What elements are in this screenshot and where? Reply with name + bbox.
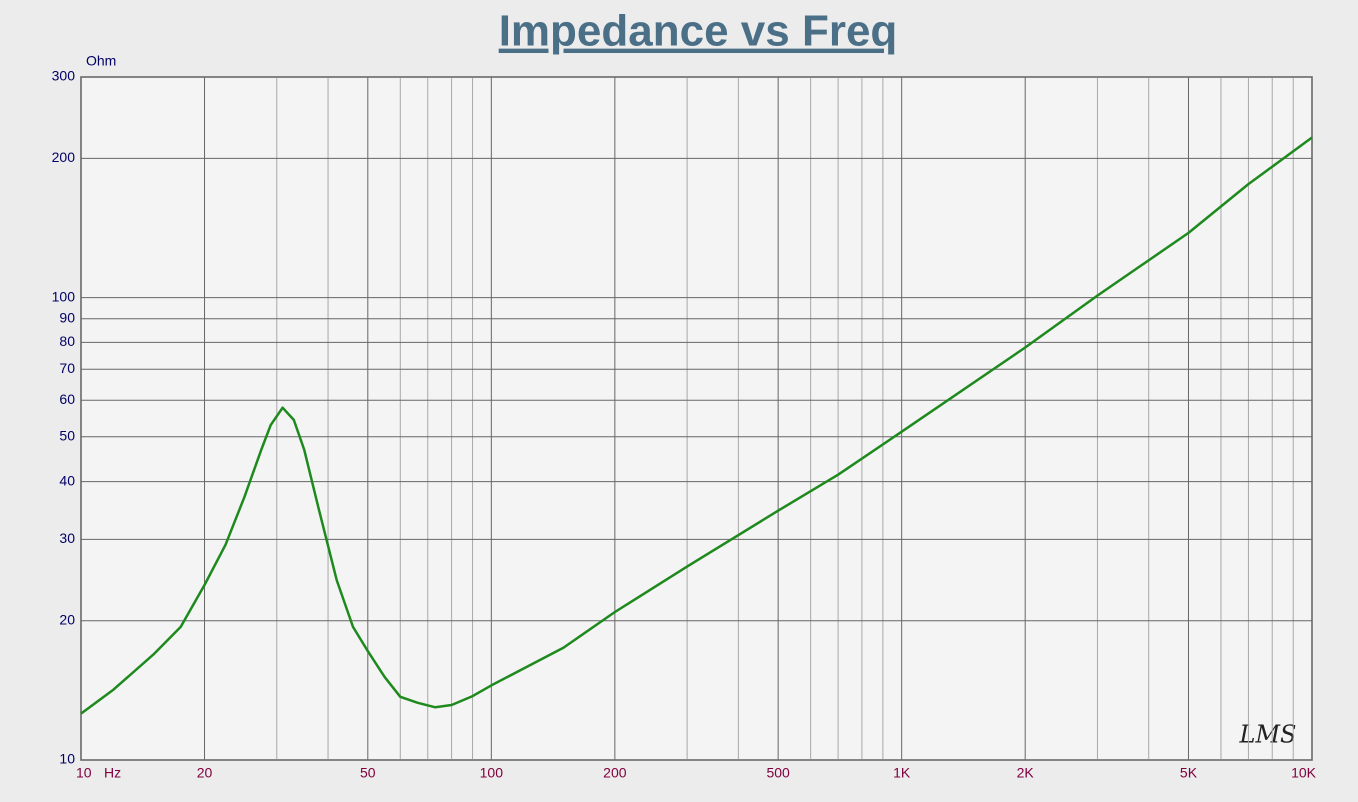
y-tick-label: 10 <box>59 751 75 767</box>
x-tick-label: 200 <box>603 765 627 781</box>
data-line <box>80 136 1313 715</box>
x-tick-label: 2K <box>1017 765 1035 781</box>
y-tick-label: 40 <box>59 472 75 488</box>
x-axis-label: Hz <box>104 765 121 781</box>
y-tick-label: 100 <box>52 288 76 304</box>
x-tick-label: 1K <box>893 765 911 781</box>
x-tick-label: 20 <box>197 765 213 781</box>
y-tick-label: 60 <box>59 391 75 407</box>
y-tick-label: 50 <box>59 428 75 444</box>
y-tick-label: 80 <box>59 333 75 349</box>
plot-area <box>80 76 1313 761</box>
chart-title: Impedance vs Freq <box>499 7 898 56</box>
y-tick-label: 70 <box>59 360 75 376</box>
x-tick-label: 100 <box>480 765 504 781</box>
logo: LMS <box>1239 721 1297 749</box>
x-tick-label: 10 <box>76 765 92 781</box>
y-tick-label: 90 <box>59 309 75 325</box>
y-tick-label: 30 <box>59 530 75 546</box>
x-tick-label: 5K <box>1180 765 1198 781</box>
x-tick-label: 10K <box>1291 765 1317 781</box>
x-tick-label: 500 <box>766 765 790 781</box>
y-axis-label: Ohm <box>86 53 116 69</box>
y-tick-label: 300 <box>52 68 76 84</box>
y-tick-label: 200 <box>52 149 76 165</box>
y-tick-label: 20 <box>59 612 75 628</box>
x-tick-label: 50 <box>360 765 376 781</box>
